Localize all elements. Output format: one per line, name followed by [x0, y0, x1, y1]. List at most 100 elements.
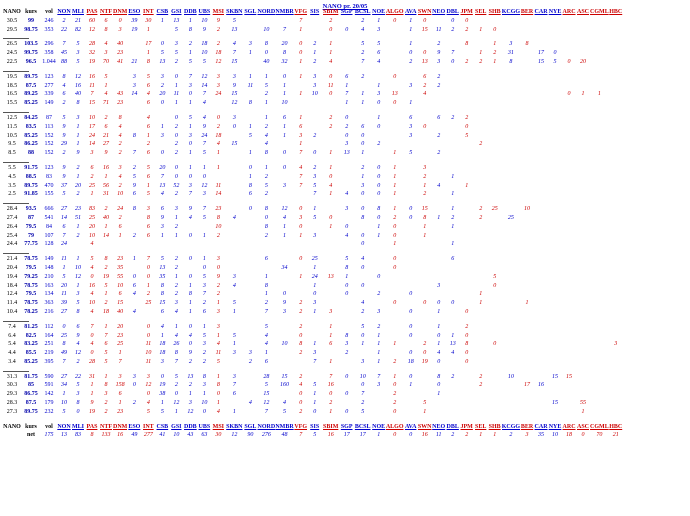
header-nord[interactable]: NORD [257, 423, 276, 430]
row-kurs: 79 [28, 232, 34, 239]
header-sgp[interactable]: SGP [340, 9, 353, 15]
header-cgml[interactable]: CGML [590, 9, 609, 15]
header-eso[interactable]: ESO [128, 423, 141, 430]
header-dnm[interactable]: DNM [113, 423, 128, 430]
header-mli[interactable]: MLI [72, 9, 84, 15]
cell-nmbr: 4 [283, 400, 287, 407]
cell-pas: 4 [90, 341, 94, 348]
header-ava[interactable]: AVA [404, 9, 417, 15]
cell-hbc [609, 99, 623, 108]
header-non[interactable]: NON [57, 9, 71, 15]
header-int[interactable]: INT [143, 423, 154, 430]
header-skbn[interactable]: SKBN [226, 423, 243, 430]
header-shb[interactable]: SHB [488, 423, 501, 430]
table-row: 9.5 86.25 152 29 1 14 27 2 2 2 0 7 4 15 4 1 3 0 2 2 [3, 140, 623, 149]
cell-sgl [243, 255, 257, 264]
header-ubs[interactable]: UBS [198, 423, 211, 430]
header-pas[interactable]: PAS [86, 9, 98, 15]
header-gsi[interactable]: GSI [171, 423, 182, 430]
header-dbl[interactable]: DBL [446, 9, 459, 15]
header-swn[interactable]: SWN [417, 9, 432, 15]
header-vfg[interactable]: VFG [294, 423, 308, 430]
header-ubs[interactable]: UBS [198, 9, 211, 15]
header-nye[interactable]: NYE [548, 9, 562, 15]
header-cgml[interactable]: CGML [590, 423, 609, 430]
cell-mli: 1 [76, 123, 80, 130]
header-shb[interactable]: SHB [488, 9, 501, 15]
header-car[interactable]: CAR [534, 9, 548, 15]
header-pas[interactable]: PAS [86, 423, 98, 430]
header-swn[interactable]: SWN [417, 423, 432, 430]
header-msi[interactable]: MSI [212, 423, 225, 430]
header-sgl[interactable]: SGL [244, 423, 257, 430]
header-dnm[interactable]: DNM [113, 9, 128, 15]
header-car[interactable]: CAR [534, 423, 548, 430]
header-nord[interactable]: NORD [257, 9, 276, 15]
cell-car [534, 358, 548, 367]
header-ddb[interactable]: DDB [184, 423, 197, 430]
header-ntf[interactable]: NTF [100, 9, 112, 15]
header-bcsl[interactable]: BCSL [354, 423, 371, 430]
header-noe[interactable]: NOE [372, 9, 386, 15]
cell-mli: 2 [76, 232, 80, 239]
cell-sgl [243, 408, 257, 417]
header-ntf[interactable]: NTF [100, 423, 112, 430]
header-eso[interactable]: ESO [128, 9, 141, 15]
cell-pas: 4 [90, 264, 94, 271]
header-sel[interactable]: SEL [475, 423, 487, 430]
header-hbc[interactable]: HBC [609, 423, 623, 430]
row-volume: 470 [44, 182, 54, 189]
cell-ntf: 4 [104, 41, 108, 48]
header-sgp[interactable]: SGP [340, 423, 353, 430]
header-gsi[interactable]: GSI [171, 9, 182, 15]
header-algo[interactable]: ALGO [385, 9, 404, 15]
header-ava[interactable]: AVA [404, 423, 417, 430]
header-noe[interactable]: NOE [372, 423, 386, 430]
header-ber[interactable]: BER [520, 423, 534, 430]
header-csb[interactable]: CSB [156, 9, 169, 15]
cell-mli: 5 [76, 382, 80, 389]
header-non[interactable]: NON [57, 423, 71, 430]
header-int[interactable]: INT [143, 9, 154, 15]
header-ber[interactable]: BER [520, 9, 534, 15]
header-jpm[interactable]: JPM [460, 423, 473, 430]
header-jpm[interactable]: JPM [460, 9, 473, 15]
cell-ntf: 1 [104, 173, 108, 180]
header-algo[interactable]: ALGO [385, 423, 404, 430]
header-csb[interactable]: CSB [156, 423, 169, 430]
header-nmbr[interactable]: NMBR [275, 9, 294, 15]
header-bcsl[interactable]: BCSL [354, 9, 371, 15]
cell-int: 10 [145, 350, 152, 357]
page-title[interactable]: NANO pr. 20/05 [322, 3, 368, 10]
header-ddb[interactable]: DDB [184, 9, 197, 15]
cell-ber [520, 90, 534, 99]
header-sbim[interactable]: SBIM [323, 9, 339, 15]
cell-sgp [340, 299, 354, 308]
header-sgl[interactable]: SGL [244, 9, 257, 15]
header-skbn[interactable]: SKBN [226, 9, 243, 15]
header-sis[interactable]: SIS [310, 423, 320, 430]
cell-asc [576, 140, 590, 149]
header-asc[interactable]: ASC [577, 423, 590, 430]
header-sis[interactable]: SIS [310, 9, 320, 15]
cell-non: 5 [62, 114, 66, 121]
header-asc[interactable]: ASC [577, 9, 590, 15]
header-arc[interactable]: ARC [562, 9, 576, 15]
header-kcgg[interactable]: KCGG [501, 423, 521, 430]
header-neo[interactable]: NEO [432, 9, 446, 15]
cell-csb: 1 [160, 400, 164, 407]
header-hbc[interactable]: HBC [609, 9, 623, 15]
header-kcgg[interactable]: KCGG [501, 9, 521, 15]
header-sbim[interactable]: SBIM [323, 423, 339, 430]
header-sel[interactable]: SEL [475, 9, 487, 15]
cell-bcsl: 4 [361, 26, 365, 33]
header-nmbr[interactable]: NMBR [275, 423, 294, 430]
header-arc[interactable]: ARC [562, 423, 576, 430]
header-nye[interactable]: NYE [548, 423, 562, 430]
header-dbl[interactable]: DBL [446, 423, 459, 430]
header-msi[interactable]: MSI [212, 9, 225, 15]
header-vfg[interactable]: VFG [294, 9, 308, 15]
cell-pas: 31 [89, 373, 95, 380]
header-mli[interactable]: MLI [72, 423, 84, 430]
header-neo[interactable]: NEO [432, 423, 446, 430]
